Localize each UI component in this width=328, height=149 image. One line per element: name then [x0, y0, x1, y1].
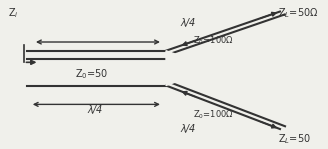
Text: λ/4: λ/4: [180, 124, 195, 134]
Polygon shape: [166, 51, 214, 86]
Text: Z$_L$=50: Z$_L$=50: [278, 132, 311, 146]
Text: Z$_0$=50: Z$_0$=50: [75, 67, 108, 81]
Text: Z$_L$=50Ω: Z$_L$=50Ω: [278, 6, 319, 20]
Text: Z$_i$: Z$_i$: [8, 6, 18, 20]
Text: Z$_0$=100Ω: Z$_0$=100Ω: [193, 34, 234, 47]
Text: λ/4: λ/4: [180, 18, 195, 28]
Text: λ/4: λ/4: [87, 105, 102, 115]
Text: Z$_0$=100Ω: Z$_0$=100Ω: [193, 108, 234, 121]
